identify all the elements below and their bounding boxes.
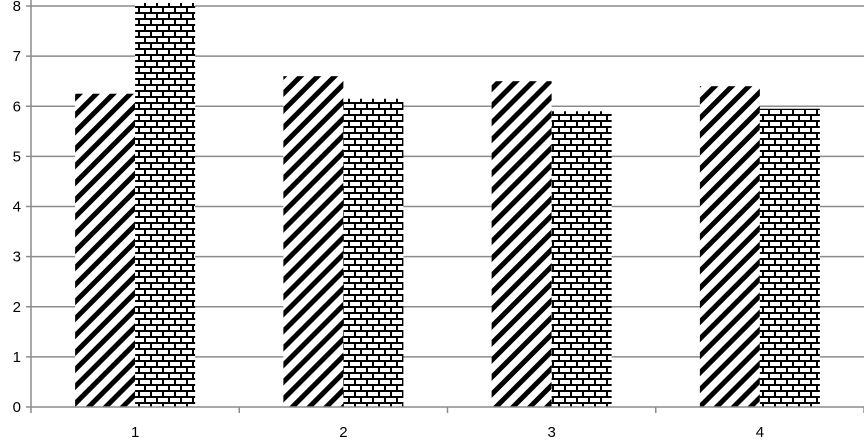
axes	[26, 0, 864, 413]
x-tick-label: 1	[131, 424, 139, 441]
tick-labels: 0 1 2 3 4 5 6 7 8 1 2 3 4	[13, 0, 764, 441]
bars	[75, 3, 820, 408]
y-tick-label: 6	[13, 98, 21, 115]
bar-series-1-cat-4	[699, 86, 760, 407]
x-tick-label: 2	[339, 424, 347, 441]
y-tick-label: 5	[13, 148, 21, 165]
bar-series-1-cat-3	[491, 81, 552, 407]
x-tick-label: 3	[547, 424, 555, 441]
y-tick-label: 1	[13, 349, 21, 366]
x-tick-label: 4	[756, 424, 764, 441]
bar-series-1-cat-1	[75, 93, 136, 407]
y-tick-label: 8	[13, 0, 21, 15]
y-tick-label: 4	[13, 199, 21, 216]
bar-series-2-cat-2	[343, 98, 404, 407]
bar-series-2-cat-4	[759, 108, 820, 407]
bar-series-1-cat-2	[283, 76, 344, 408]
y-tick-label: 0	[13, 399, 21, 416]
y-tick-label: 7	[13, 48, 21, 65]
y-tick-label: 2	[13, 299, 21, 316]
bar-series-2-cat-1	[135, 3, 196, 407]
bar-series-2-cat-3	[551, 111, 612, 407]
y-tick-label: 3	[13, 249, 21, 266]
